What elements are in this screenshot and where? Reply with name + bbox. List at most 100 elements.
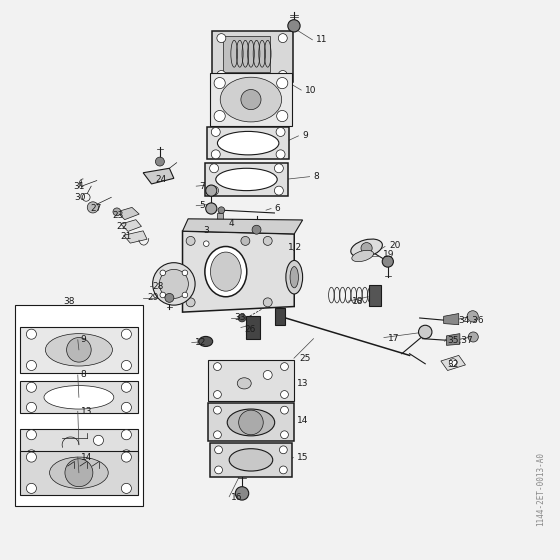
Text: 1144-2ET-0013-A0: 1144-2ET-0013-A0 (536, 452, 545, 526)
Circle shape (182, 292, 188, 298)
Text: 4: 4 (228, 218, 234, 227)
Text: 1,2: 1,2 (288, 243, 302, 252)
Circle shape (122, 430, 132, 440)
Bar (246, 316, 260, 339)
Bar (218, 226, 222, 231)
Circle shape (467, 311, 478, 322)
Circle shape (165, 293, 174, 302)
Polygon shape (183, 231, 294, 312)
Circle shape (206, 203, 217, 214)
Circle shape (281, 406, 288, 414)
Circle shape (468, 332, 478, 342)
Text: 33: 33 (234, 314, 246, 323)
Circle shape (278, 34, 287, 43)
Circle shape (276, 150, 285, 159)
Circle shape (213, 363, 221, 371)
Text: 20: 20 (389, 241, 400, 250)
Text: 8: 8 (81, 371, 86, 380)
Text: 26: 26 (244, 325, 255, 334)
Text: 31: 31 (73, 181, 85, 190)
Circle shape (213, 431, 221, 438)
Ellipse shape (45, 334, 113, 366)
Circle shape (209, 186, 218, 195)
Circle shape (94, 435, 104, 445)
Circle shape (281, 363, 288, 371)
Circle shape (203, 241, 209, 246)
Text: 15: 15 (297, 453, 308, 462)
Text: 6: 6 (274, 204, 280, 213)
Circle shape (122, 450, 132, 460)
Ellipse shape (290, 267, 298, 288)
Ellipse shape (229, 449, 273, 471)
Circle shape (274, 186, 283, 195)
Circle shape (281, 391, 288, 398)
Circle shape (65, 459, 93, 487)
Polygon shape (143, 168, 174, 184)
Circle shape (26, 450, 36, 460)
Circle shape (276, 128, 285, 137)
Circle shape (26, 382, 36, 393)
Text: 29: 29 (148, 293, 159, 302)
Text: 27: 27 (90, 204, 101, 213)
Text: 32: 32 (447, 361, 459, 370)
Circle shape (263, 298, 272, 307)
Ellipse shape (352, 250, 374, 262)
Text: 17: 17 (388, 334, 399, 343)
Ellipse shape (50, 457, 108, 488)
Circle shape (186, 298, 195, 307)
Text: 9: 9 (81, 335, 86, 344)
Bar (205, 164, 288, 195)
Circle shape (122, 483, 132, 493)
Ellipse shape (220, 77, 282, 122)
Circle shape (26, 402, 36, 412)
Polygon shape (444, 314, 459, 325)
Ellipse shape (205, 246, 247, 297)
Circle shape (122, 452, 132, 462)
Circle shape (277, 110, 288, 122)
Bar (207, 127, 290, 160)
Circle shape (211, 128, 220, 137)
Circle shape (382, 256, 393, 267)
Text: 14: 14 (297, 416, 308, 425)
Polygon shape (441, 356, 465, 371)
Ellipse shape (217, 132, 279, 155)
Circle shape (113, 208, 121, 216)
Circle shape (217, 34, 226, 43)
Text: 18: 18 (352, 297, 363, 306)
Circle shape (214, 110, 225, 122)
Text: 34,36: 34,36 (459, 316, 484, 325)
Circle shape (209, 164, 218, 172)
Bar (20, 327, 138, 373)
Circle shape (279, 446, 287, 454)
Bar (208, 403, 294, 441)
Circle shape (361, 242, 372, 254)
Circle shape (288, 20, 300, 32)
Bar (209, 73, 292, 126)
Circle shape (122, 402, 132, 412)
Text: 28: 28 (153, 282, 164, 291)
Circle shape (160, 269, 188, 298)
Circle shape (213, 406, 221, 414)
Circle shape (418, 325, 432, 339)
Circle shape (26, 329, 36, 339)
Text: 23: 23 (113, 211, 124, 220)
Bar (223, 36, 270, 72)
Text: 5: 5 (199, 201, 205, 210)
Circle shape (277, 77, 288, 88)
Polygon shape (183, 219, 302, 234)
Circle shape (449, 359, 457, 367)
Ellipse shape (237, 378, 251, 389)
Circle shape (182, 270, 188, 276)
Text: 13: 13 (81, 407, 92, 416)
Text: 11: 11 (316, 35, 328, 44)
Text: 35,37: 35,37 (447, 336, 473, 345)
Circle shape (186, 236, 195, 245)
Circle shape (160, 270, 166, 276)
Circle shape (122, 361, 132, 371)
Bar (217, 213, 223, 227)
Circle shape (274, 164, 283, 172)
Polygon shape (121, 220, 142, 231)
Circle shape (122, 382, 132, 393)
Text: 25: 25 (300, 354, 311, 363)
Circle shape (214, 77, 225, 88)
